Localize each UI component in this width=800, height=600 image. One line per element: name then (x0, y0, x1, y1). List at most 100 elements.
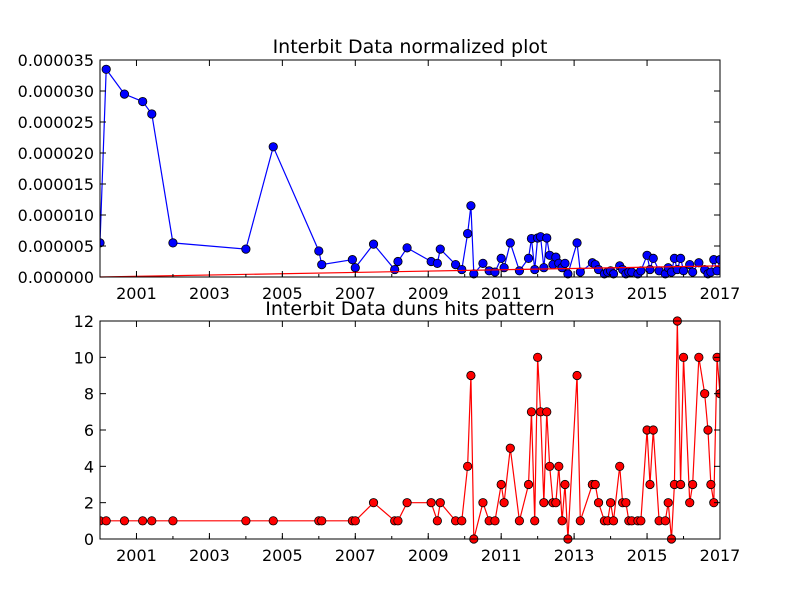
normalized-plot-y-tick-label: 0.000025 (18, 113, 94, 132)
duns-hits-x-tick-label: 2015 (627, 546, 668, 565)
duns-hits-data-point (526, 407, 537, 417)
duns-hits-data-point (368, 498, 379, 508)
duns-hits-x-tick-label: 2017 (700, 546, 741, 565)
duns-hits-data-point (663, 498, 673, 508)
normalized-plot-y-tick-label: 0.000035 (18, 51, 94, 70)
normalized-plot-data-point (402, 243, 412, 253)
normalized-plot-data-point (466, 201, 476, 211)
normalized-plot-x-tick-label: 2015 (627, 284, 668, 303)
normalized-plot-data-point (712, 266, 720, 276)
normalized-plot-y-tick-label: 0.000010 (18, 206, 94, 225)
duns-hits-data-point (457, 516, 467, 526)
normalized-plot-data-point (317, 259, 327, 270)
duns-hits-x-tick-label: 2011 (481, 546, 522, 565)
normalized-plot-x-tick-label: 2001 (116, 284, 157, 303)
duns-hits-data-point (542, 407, 552, 417)
duns-hits-data-point (533, 352, 543, 362)
normalized-plot-data-point (241, 244, 251, 254)
duns-hits-data (100, 316, 720, 544)
normalized-plot-data-point (636, 266, 646, 276)
normalized-plot-data-point (560, 258, 570, 268)
duns-hits-data-point (432, 516, 442, 526)
normalized-plot-x-tick-label: 2017 (700, 284, 741, 303)
normalized-plot-x-tick-label: 2011 (481, 284, 522, 303)
normalized-plot-y-tick-label: 0.000005 (18, 237, 94, 256)
duns-hits-data-point (466, 370, 476, 381)
normalized-plot-data-point (539, 263, 549, 273)
normalized-plot-data (100, 64, 720, 279)
duns-hits-data-point (572, 370, 582, 381)
duns-hits-data-point (645, 479, 655, 490)
normalized-plot-x-tick-label: 2009 (408, 284, 449, 303)
duns-hits-data-point (350, 516, 360, 526)
normalized-plot-y-tick-label: 0.000015 (18, 175, 94, 194)
normalized-plot-data-point (572, 238, 582, 248)
normalized-plot-x-tick-label: 2005 (262, 284, 303, 303)
normalized-plot-data-point (368, 239, 379, 249)
normalized-plot-data-point (168, 238, 178, 248)
duns-hits-x-tick-label: 2007 (335, 546, 376, 565)
normalized-plot-data-point (350, 263, 360, 273)
duns-hits-data-point (490, 516, 500, 526)
normalized-plot-data-point (138, 96, 148, 107)
normalized-plot-data-point (676, 253, 686, 263)
duns-hits-data-point (557, 516, 567, 526)
normalized-plot-data-point (432, 258, 442, 268)
duns-hits-x-tick-label: 2013 (554, 546, 595, 565)
normalized-plot-data-point (450, 259, 461, 270)
normalized-plot-data-point (499, 263, 509, 273)
normalized-plot-series-line (100, 265, 720, 278)
normalized-plot-data-point (457, 264, 467, 275)
duns-hits-y-tick-label: 4 (84, 457, 94, 476)
duns-hits-data-point (615, 461, 625, 471)
normalized-plot-y-tick-label: 0.000020 (18, 144, 94, 163)
duns-hits-data-point (660, 516, 670, 526)
normalized-plot-x-tick-label: 2007 (335, 284, 376, 303)
normalized-plot-data-point (648, 253, 658, 263)
duns-hits-data-point (539, 498, 549, 508)
normalized-plot-data-point (390, 264, 400, 275)
duns-hits-data-point (530, 516, 540, 526)
normalized-plot-data-point (694, 258, 704, 268)
duns-hits-data-point (703, 425, 713, 435)
normalized-plot-data-point (678, 266, 689, 276)
duns-hits-y-tick-label: 0 (84, 530, 94, 549)
duns-hits-data-point (241, 516, 251, 526)
duns-hits-data-point (608, 516, 619, 526)
normalized-plot-data-point (490, 267, 500, 277)
duns-hits-data-point (706, 479, 716, 490)
duns-hits-data-point (463, 461, 473, 471)
duns-hits-data-point (605, 498, 616, 508)
duns-hits-data-point (317, 516, 327, 526)
duns-hits-data-point (688, 479, 698, 490)
duns-hits-data-point (435, 498, 445, 508)
duns-hits-data-point (119, 516, 130, 526)
normalized-plot-data-point (268, 142, 278, 152)
duns-hits-data-point (478, 498, 488, 508)
duns-hits-data-point (545, 461, 555, 471)
duns-hits-data-point (523, 479, 534, 490)
duns-hits-ticks: 2001 2003 2005 2007 2009 2011 2013 2015 2017 0 2 4 6… (74, 312, 741, 565)
duns-hits-y-tick-label: 10 (74, 348, 94, 367)
normalized-plot-data-point (514, 266, 525, 276)
duns-hits-y-tick-label: 2 (84, 494, 94, 513)
normalized-plot-title: Interbit Data normalized plot (273, 36, 548, 58)
duns-hits-data-point (621, 498, 631, 508)
duns-hits-data-point (636, 516, 646, 526)
duns-hits-data-point (676, 479, 686, 490)
normalized-plot-data-point (463, 229, 473, 239)
normalized-plot-data-point (119, 89, 130, 99)
duns-hits-y-tick-label: 12 (74, 312, 94, 331)
normalized-plot-data-point (505, 238, 515, 248)
normalized-plot-axes: Interbit Data normalized plot 2001 2003 20… (18, 36, 741, 303)
normalized-plot-frame (99, 59, 721, 278)
normalized-plot-data-point (101, 64, 111, 74)
duns-hits-data-point (685, 498, 695, 508)
duns-hits-data-point (393, 516, 403, 526)
duns-hits-data-point (101, 516, 111, 526)
duns-hits-data-point (499, 498, 509, 508)
normalized-plot-data-point (147, 109, 157, 119)
duns-hits-frame (99, 320, 721, 540)
duns-hits-data-point (514, 516, 525, 526)
